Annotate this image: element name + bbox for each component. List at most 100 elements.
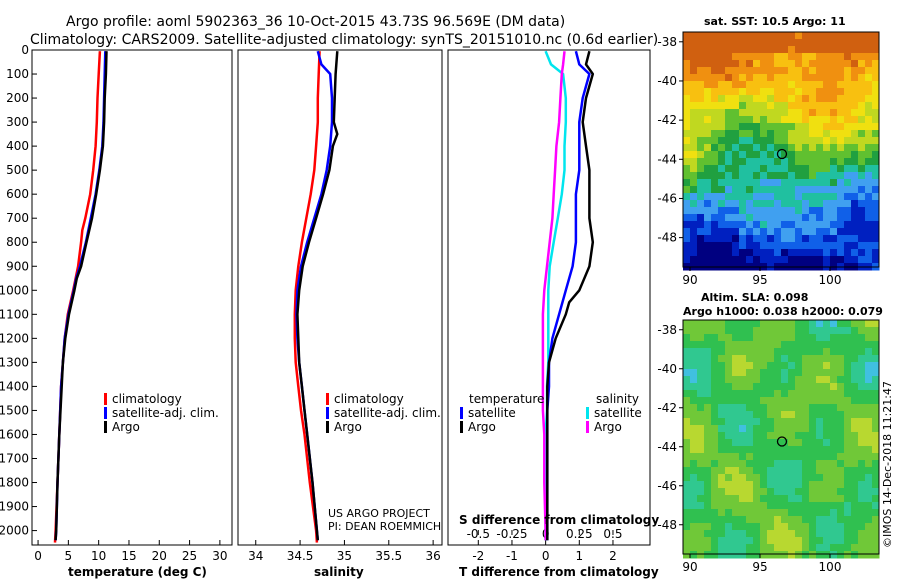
sla-cell bbox=[865, 460, 873, 468]
sst-cell bbox=[760, 32, 768, 40]
sla-cell bbox=[725, 495, 733, 503]
sla-cell bbox=[816, 418, 824, 426]
sst-cell bbox=[837, 221, 845, 229]
sst-cell bbox=[697, 130, 705, 138]
sst-cell bbox=[858, 102, 866, 110]
sla-cell bbox=[851, 327, 859, 335]
sla-cell bbox=[725, 411, 733, 419]
sla-cell bbox=[725, 327, 733, 335]
sst-cell bbox=[830, 39, 838, 47]
sst-map-frame bbox=[682, 31, 880, 268]
sst-cell bbox=[837, 242, 845, 250]
sla-cell bbox=[872, 467, 880, 475]
sla-cell bbox=[732, 411, 740, 419]
sst-cell bbox=[837, 74, 845, 82]
sst-cell bbox=[725, 179, 733, 187]
sst-cell bbox=[704, 46, 712, 54]
t-difference-x-axis: -2 -1 0 1 2 bbox=[472, 540, 617, 563]
sla-cell bbox=[725, 355, 733, 363]
sla-cell bbox=[858, 523, 866, 531]
sla-cell bbox=[781, 544, 789, 552]
sla-cell bbox=[683, 418, 691, 426]
sla-cell bbox=[858, 425, 866, 433]
sla-cell bbox=[718, 516, 726, 524]
sst-cell bbox=[704, 186, 712, 194]
sla-cell bbox=[858, 439, 866, 447]
series-line-argo bbox=[296, 51, 339, 541]
lat-tick-label: -40 bbox=[657, 74, 677, 88]
sst-cell bbox=[732, 102, 740, 110]
sst-cell bbox=[865, 214, 873, 222]
sla-cell bbox=[858, 341, 866, 349]
sla-cell bbox=[858, 390, 866, 398]
sst-cell bbox=[837, 200, 845, 208]
sla-cell bbox=[718, 523, 726, 531]
sla-cell bbox=[781, 502, 789, 510]
sst-cell bbox=[725, 172, 733, 180]
sla-cell bbox=[774, 348, 782, 356]
sst-cell bbox=[760, 53, 768, 61]
sst-cell bbox=[683, 151, 691, 159]
sst-cell bbox=[746, 32, 754, 40]
sla-cell bbox=[823, 390, 831, 398]
sla-cell bbox=[732, 425, 740, 433]
sla-cell bbox=[865, 509, 873, 517]
sla-cell bbox=[844, 411, 852, 419]
sla-cell bbox=[865, 551, 873, 559]
sla-cell bbox=[725, 320, 733, 328]
sla-cell bbox=[725, 376, 733, 384]
sst-cell bbox=[753, 207, 761, 215]
sla-cell bbox=[823, 537, 831, 545]
sst-cell bbox=[802, 95, 810, 103]
sla-cell bbox=[711, 537, 719, 545]
sla-cell bbox=[767, 537, 775, 545]
sla-cell bbox=[753, 544, 761, 552]
sla-cell bbox=[816, 474, 824, 482]
sla-cell bbox=[732, 397, 740, 405]
sst-cell bbox=[816, 151, 824, 159]
sla-cell bbox=[704, 432, 712, 440]
sst-cell bbox=[697, 249, 705, 257]
sla-cell bbox=[830, 502, 838, 510]
sla-cell bbox=[732, 453, 740, 461]
sst-cell bbox=[725, 256, 733, 264]
sla-cell bbox=[753, 369, 761, 377]
sst-cell bbox=[795, 249, 803, 257]
sst-cell bbox=[865, 88, 873, 96]
sla-cell bbox=[802, 460, 810, 468]
sla-cell bbox=[865, 523, 873, 531]
sla-cell bbox=[683, 551, 691, 559]
sst-cell bbox=[858, 151, 866, 159]
sst-cell bbox=[746, 221, 754, 229]
sst-cell bbox=[746, 256, 754, 264]
sst-cell bbox=[725, 200, 733, 208]
sst-cell bbox=[816, 228, 824, 236]
sst-cell bbox=[767, 249, 775, 257]
sla-cell bbox=[781, 376, 789, 384]
sla-cell bbox=[746, 376, 754, 384]
sst-cell bbox=[802, 81, 810, 89]
sla-cell bbox=[809, 446, 817, 454]
sst-cell bbox=[872, 186, 880, 194]
sla-cell bbox=[760, 495, 768, 503]
sst-cell bbox=[718, 249, 726, 257]
sla-cell bbox=[697, 453, 705, 461]
lat-tick-label: -48 bbox=[657, 231, 677, 245]
sst-cell bbox=[683, 158, 691, 166]
sst-cell bbox=[795, 200, 803, 208]
sst-cell bbox=[767, 137, 775, 145]
sla-cell bbox=[746, 537, 754, 545]
sla-cell bbox=[781, 320, 789, 328]
lat-tick-label: -44 bbox=[657, 152, 677, 166]
x-tick-label: 35.5 bbox=[375, 549, 402, 563]
sst-cell bbox=[858, 46, 866, 54]
sst-cell bbox=[830, 242, 838, 250]
sla-cell bbox=[697, 551, 705, 559]
sla-cell bbox=[830, 418, 838, 426]
sla-cell bbox=[809, 474, 817, 482]
sst-cell bbox=[711, 95, 719, 103]
sst-cell bbox=[851, 179, 859, 187]
sla-cell bbox=[858, 537, 866, 545]
sst-cell bbox=[795, 88, 803, 96]
sla-cell bbox=[739, 432, 747, 440]
